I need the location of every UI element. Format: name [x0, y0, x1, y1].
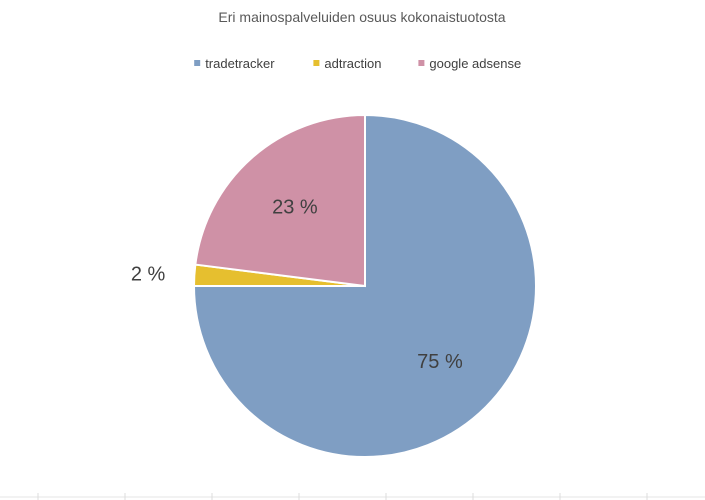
legend-swatch-google-adsense [418, 60, 425, 66]
chart-title: Eri mainospalveluiden osuus kokonaistuot… [218, 9, 505, 25]
data-label-adtraction: 2 % [131, 263, 166, 285]
legend-label-google-adsense: google adsense [429, 56, 521, 71]
data-labels: 75 % 2 % 23 % [131, 196, 463, 372]
pie-slice-google-adsense [194, 113, 366, 288]
data-label-tradetracker: 75 % [417, 351, 463, 373]
legend-swatch-adtraction [313, 60, 320, 66]
pie-slice-tradetracker [192, 113, 537, 458]
baseline-ticks [0, 493, 705, 500]
legend-label-adtraction: adtraction [324, 56, 381, 71]
legend-label-tradetracker: tradetracker [205, 56, 275, 71]
data-label-google-adsense: 23 % [272, 196, 318, 218]
pie-slices [192, 113, 537, 458]
legend: tradetracker adtraction google adsense [194, 56, 521, 71]
legend-swatch-tradetracker [194, 60, 201, 66]
